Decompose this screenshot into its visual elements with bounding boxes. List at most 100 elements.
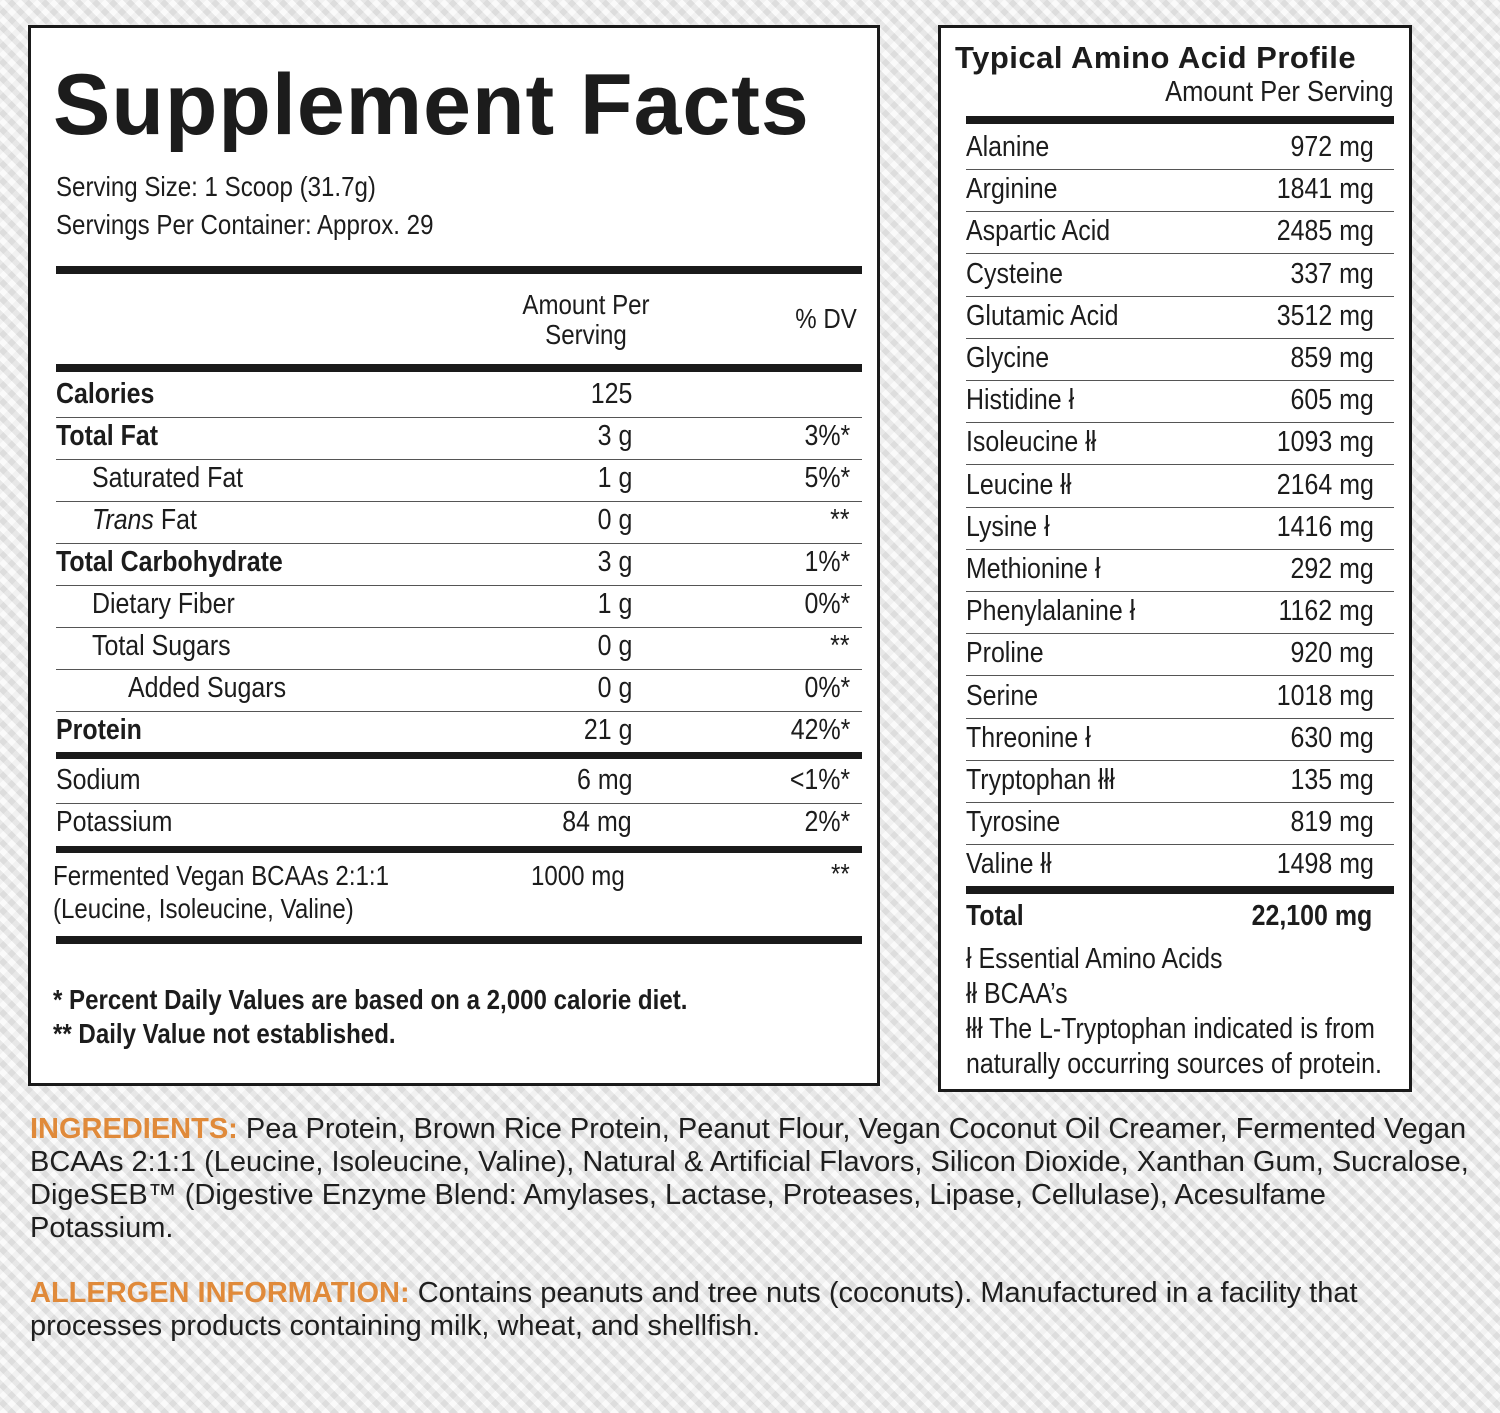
amino-row: Glutamic Acid 3512 mg (966, 296, 1394, 339)
nutrient-label-text: Protein (56, 714, 142, 746)
legend-bcaa: łł BCAA’s (966, 978, 1068, 1010)
nutrient-label-text: Potassium (56, 806, 173, 838)
ingredients-section: INGREDIENTS: Pea Protein, Brown Rice Pro… (30, 1113, 1470, 1245)
amino-name: Leucine łł (966, 468, 1072, 501)
amino-title: Typical Amino Acid Profile (955, 40, 1357, 75)
amino-row: Leucine łł 2164 mg (966, 465, 1394, 508)
amino-value: 819 mg (1290, 806, 1374, 839)
legend-tryptophan-2: naturally occurring sources of protein. (966, 1048, 1382, 1080)
nutrient-amount: 3 g (597, 546, 632, 578)
nutrient-label: Total Sugars (92, 630, 231, 663)
bcaa-label-line2: (Leucine, Isoleucine, Valine) (53, 893, 354, 924)
nutrient-dv: <1%* (789, 764, 850, 796)
amino-row: Aspartic Acid 2485 mg (966, 211, 1394, 255)
amino-name: Glutamic Acid (966, 299, 1119, 332)
serving-size: Serving Size: 1 Scoop (31.7g) (56, 171, 376, 202)
amino-row: Histidine ł 605 mg (966, 380, 1394, 424)
bcaa-amount: 1000 mg (531, 860, 625, 891)
amino-acid-profile-panel: Typical Amino Acid Profile Amount Per Se… (938, 25, 1412, 1092)
amino-name: Cysteine (966, 257, 1064, 290)
legend-tryptophan-1: łłł The L-Tryptophan indicated is from (966, 1013, 1375, 1045)
amino-value: 630 mg (1290, 721, 1374, 754)
header-dv: % DV (795, 303, 857, 334)
ingredients-text: Pea Protein, Brown Rice Protein, Peanut … (30, 1113, 1469, 1244)
thick-divider (56, 846, 862, 853)
amino-name: Phenylalanine ł (966, 595, 1136, 628)
nutrient-label-italic: Trans (92, 504, 154, 536)
amino-name: Tryptophan łłł (966, 764, 1115, 796)
row-divider (56, 543, 862, 544)
allergen-section: ALLERGEN INFORMATION: Contains peanuts a… (30, 1277, 1470, 1343)
amino-row: Lysine ł 1416 mg (966, 507, 1394, 550)
nutrient-amount: 0 g (597, 672, 632, 704)
nutrient-label: Total Carbohydrate (56, 546, 283, 579)
nutrient-row: Calories 125 (56, 374, 862, 416)
amino-name: Lysine ł (966, 510, 1050, 543)
amino-value: 920 mg (1290, 637, 1374, 670)
amino-name: Tyrosine (966, 806, 1061, 839)
amino-value: 2485 mg (1276, 215, 1374, 248)
nutrient-dv: 0%* (804, 672, 850, 704)
amino-row: Glycine 859 mg (966, 338, 1394, 381)
nutrient-dv: 5%* (804, 462, 850, 494)
nutrient-dv: ** (830, 504, 850, 536)
amino-name: Aspartic Acid (966, 215, 1111, 248)
row-divider (56, 711, 862, 712)
total-label: Total (966, 900, 1024, 932)
amino-value: 292 mg (1290, 553, 1374, 585)
amino-row: Cysteine 337 mg (966, 254, 1394, 297)
servings-per-container: Servings Per Container: Approx. 29 (56, 209, 434, 240)
amino-value: 1162 mg (1278, 595, 1374, 628)
nutrient-row: Sodium 6 mg <1%* (56, 760, 862, 802)
amino-row: Valine łł 1498 mg (966, 844, 1394, 886)
nutrient-row: Total Sugars 0 g ** (56, 626, 862, 668)
nutrient-dv: 42%* (790, 714, 850, 746)
amino-row: Alanine 972 mg (966, 127, 1394, 170)
nutrient-label-text: Saturated Fat (92, 462, 244, 494)
nutrient-label-text: Fat (153, 504, 197, 536)
nutrient-row: Added Sugars 0 g 0%* (56, 668, 862, 710)
row-divider (56, 585, 862, 586)
nutrient-row: Dietary Fiber 1 g 0%* (56, 584, 862, 626)
nutrient-label-text: Calories (56, 378, 155, 410)
ingredients-label: INGREDIENTS: (30, 1113, 238, 1145)
amino-subtitle: Amount Per Serving (1165, 76, 1394, 108)
nutrient-label: Sodium (56, 764, 141, 797)
amino-value: 1498 mg (1276, 848, 1374, 881)
nutrient-row: Protein 21 g 42%* (56, 710, 862, 752)
thick-divider (56, 936, 862, 944)
nutrient-label-text: Total Sugars (92, 630, 231, 662)
amino-name: Methionine ł (966, 553, 1101, 585)
nutrient-amount: 21 g (583, 714, 632, 746)
nutrient-row: Potassium 84 mg 2%* (56, 802, 862, 844)
nutrient-label-text: Dietary Fiber (92, 588, 235, 620)
amino-value: 3512 mg (1276, 299, 1374, 332)
header-amount-per-serving: Amount Per Serving (513, 290, 659, 350)
amino-row: Isoleucine łł 1093 mg (966, 422, 1394, 466)
amino-name: Proline (966, 637, 1044, 670)
bcaa-label-line1: Fermented Vegan BCAAs 2:1:1 (53, 860, 389, 891)
amino-value: 972 mg (1290, 131, 1374, 163)
nutrient-label: Added Sugars (128, 672, 286, 705)
amino-value: 1841 mg (1276, 173, 1374, 206)
amino-row: Serine 1018 mg (966, 676, 1394, 719)
thick-divider (56, 364, 862, 372)
amino-value: 605 mg (1290, 384, 1374, 417)
row-divider (56, 669, 862, 670)
nutrient-row: Total Carbohydrate 3 g 1%* (56, 542, 862, 584)
nutrient-amount: 0 g (597, 504, 632, 536)
nutrient-label-text: Total Carbohydrate (56, 546, 283, 578)
amino-row: Phenylalanine ł 1162 mg (966, 591, 1394, 635)
amino-value: 859 mg (1290, 342, 1374, 374)
nutrient-label: Protein (56, 714, 142, 747)
amino-row: Methionine ł 292 mg (966, 549, 1394, 592)
amino-value: 2164 mg (1276, 468, 1374, 501)
nutrient-dv: 0%* (804, 588, 850, 620)
bcaa-dv: ** (831, 858, 850, 889)
nutrient-label: Potassium (56, 806, 172, 839)
nutrient-amount: 3 g (597, 420, 632, 452)
nutrient-dv: 1%* (804, 546, 850, 578)
nutrient-label: Total Fat (56, 420, 158, 453)
nutrient-label: Dietary Fiber (92, 588, 235, 621)
nutrient-amount: 6 mg (576, 764, 632, 796)
